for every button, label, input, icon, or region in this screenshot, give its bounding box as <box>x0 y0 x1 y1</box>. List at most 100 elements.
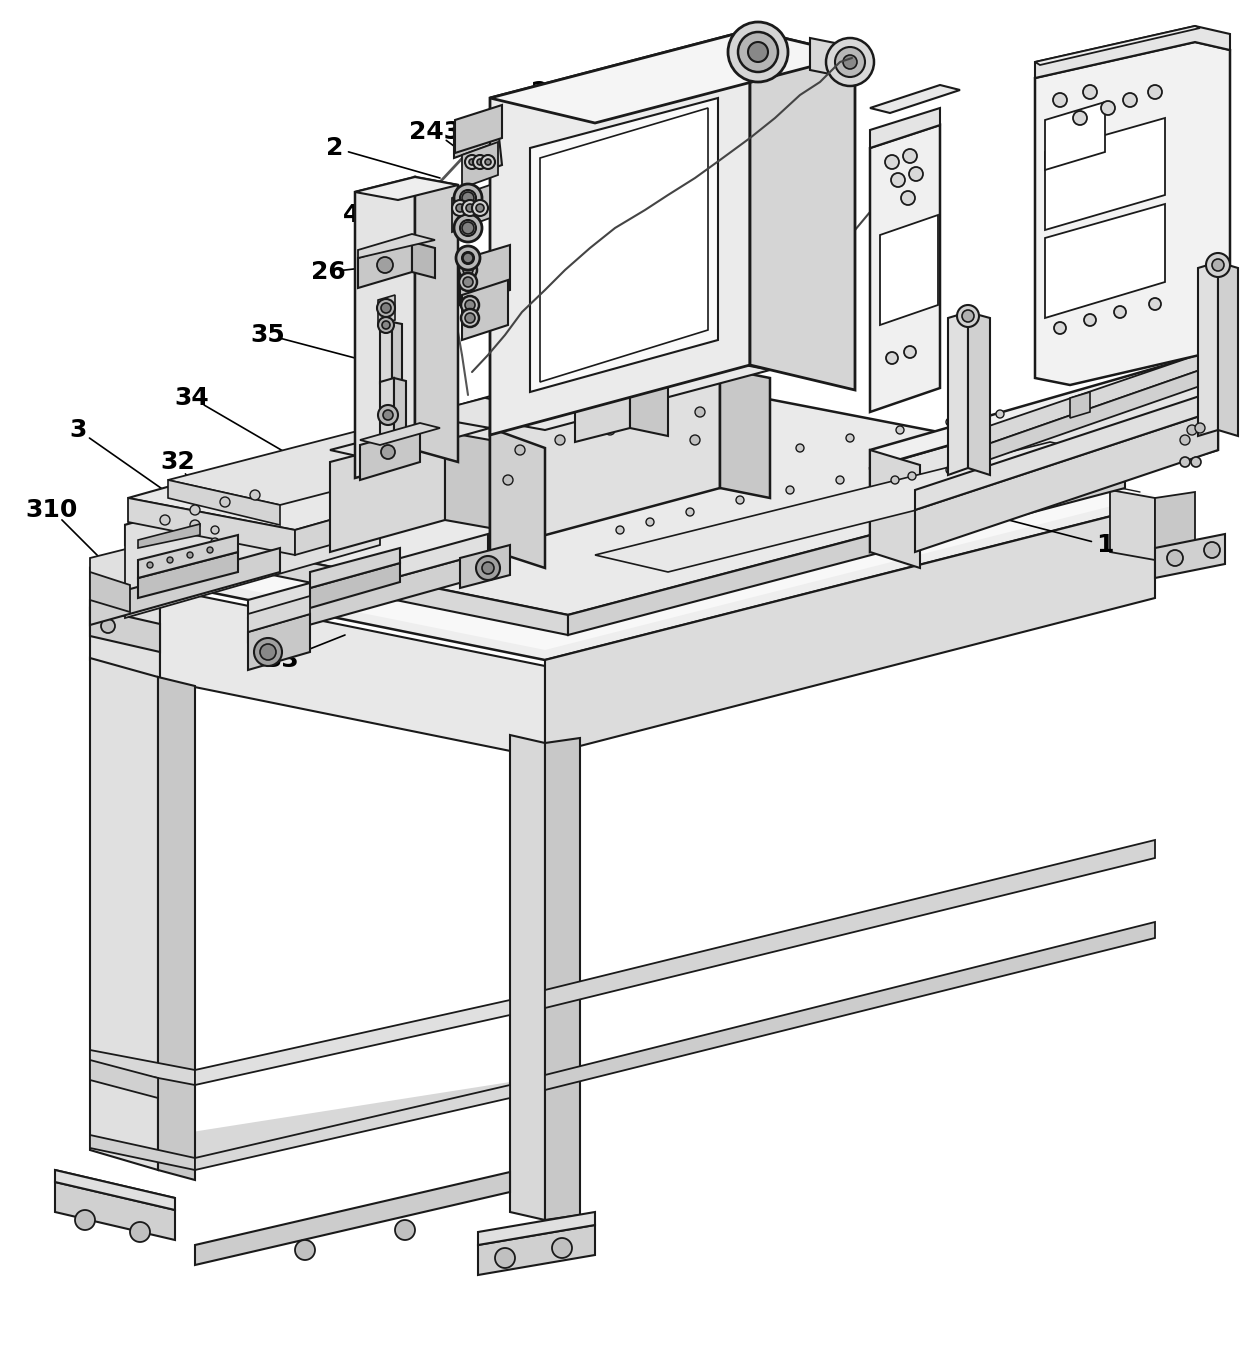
Polygon shape <box>248 596 310 631</box>
Polygon shape <box>546 922 1154 1090</box>
Polygon shape <box>91 572 130 612</box>
Polygon shape <box>750 28 760 62</box>
Polygon shape <box>295 415 701 556</box>
Circle shape <box>459 261 477 279</box>
Circle shape <box>382 320 391 329</box>
Circle shape <box>454 184 482 212</box>
Circle shape <box>250 489 260 500</box>
Polygon shape <box>720 368 770 498</box>
Polygon shape <box>167 480 280 525</box>
Circle shape <box>996 410 1004 418</box>
Polygon shape <box>453 185 490 233</box>
Polygon shape <box>490 368 720 550</box>
Polygon shape <box>870 368 1218 552</box>
Polygon shape <box>810 38 861 80</box>
Text: 4: 4 <box>343 203 361 227</box>
Circle shape <box>1167 550 1183 566</box>
Polygon shape <box>355 177 458 200</box>
Circle shape <box>1114 306 1126 318</box>
Polygon shape <box>91 1051 195 1086</box>
Polygon shape <box>575 352 630 442</box>
Polygon shape <box>455 105 502 153</box>
Text: 20: 20 <box>531 80 565 104</box>
Polygon shape <box>630 352 668 435</box>
Circle shape <box>909 168 923 181</box>
Circle shape <box>1084 314 1096 326</box>
Polygon shape <box>379 379 394 443</box>
Circle shape <box>460 191 476 206</box>
Polygon shape <box>125 383 1125 615</box>
Circle shape <box>826 38 874 87</box>
Circle shape <box>1190 457 1202 466</box>
Polygon shape <box>546 506 1154 754</box>
Circle shape <box>646 476 653 484</box>
Circle shape <box>946 466 954 475</box>
Polygon shape <box>546 738 580 1220</box>
Text: 2: 2 <box>326 137 343 160</box>
Polygon shape <box>157 677 195 1180</box>
Polygon shape <box>460 245 510 306</box>
Circle shape <box>1146 438 1154 446</box>
Circle shape <box>903 149 918 164</box>
Polygon shape <box>55 1169 175 1210</box>
Circle shape <box>211 526 219 534</box>
Polygon shape <box>1035 26 1200 65</box>
Circle shape <box>472 200 489 216</box>
Circle shape <box>477 160 484 165</box>
Polygon shape <box>330 420 490 460</box>
Circle shape <box>1053 93 1066 107</box>
Circle shape <box>1195 423 1205 433</box>
Circle shape <box>396 1220 415 1240</box>
Polygon shape <box>463 142 498 188</box>
Polygon shape <box>915 389 1218 510</box>
Circle shape <box>1083 85 1097 99</box>
Circle shape <box>908 472 916 480</box>
Circle shape <box>381 445 396 458</box>
Circle shape <box>616 526 624 534</box>
Circle shape <box>485 160 491 165</box>
Polygon shape <box>949 370 1200 475</box>
Circle shape <box>463 251 474 264</box>
Text: 34: 34 <box>175 387 210 410</box>
Polygon shape <box>1218 262 1238 435</box>
Polygon shape <box>248 552 489 642</box>
Polygon shape <box>195 1000 510 1086</box>
Circle shape <box>74 1210 95 1230</box>
Polygon shape <box>128 498 295 556</box>
Polygon shape <box>415 177 458 462</box>
Polygon shape <box>130 548 160 606</box>
Circle shape <box>481 155 495 169</box>
Circle shape <box>503 475 513 485</box>
Circle shape <box>482 562 494 575</box>
Polygon shape <box>91 568 160 680</box>
Polygon shape <box>1154 534 1225 579</box>
Circle shape <box>1197 431 1204 439</box>
Circle shape <box>1180 457 1190 466</box>
Polygon shape <box>248 534 489 618</box>
Circle shape <box>155 566 165 577</box>
Circle shape <box>295 1240 315 1260</box>
Circle shape <box>469 160 475 165</box>
Polygon shape <box>248 614 310 671</box>
Circle shape <box>728 22 787 82</box>
Circle shape <box>1123 93 1137 107</box>
Polygon shape <box>310 548 401 588</box>
Polygon shape <box>91 415 1154 660</box>
Circle shape <box>1054 322 1066 334</box>
Circle shape <box>260 644 277 660</box>
Circle shape <box>219 498 229 507</box>
Polygon shape <box>392 322 402 383</box>
Polygon shape <box>378 295 396 324</box>
Circle shape <box>381 303 391 314</box>
Polygon shape <box>870 450 920 568</box>
Circle shape <box>454 214 482 242</box>
Polygon shape <box>412 242 435 279</box>
Circle shape <box>383 410 393 420</box>
Polygon shape <box>949 354 1200 458</box>
Circle shape <box>1096 446 1104 454</box>
Polygon shape <box>490 30 750 435</box>
Circle shape <box>190 506 200 515</box>
Polygon shape <box>546 840 1154 1009</box>
Polygon shape <box>880 215 937 324</box>
Circle shape <box>843 55 857 69</box>
